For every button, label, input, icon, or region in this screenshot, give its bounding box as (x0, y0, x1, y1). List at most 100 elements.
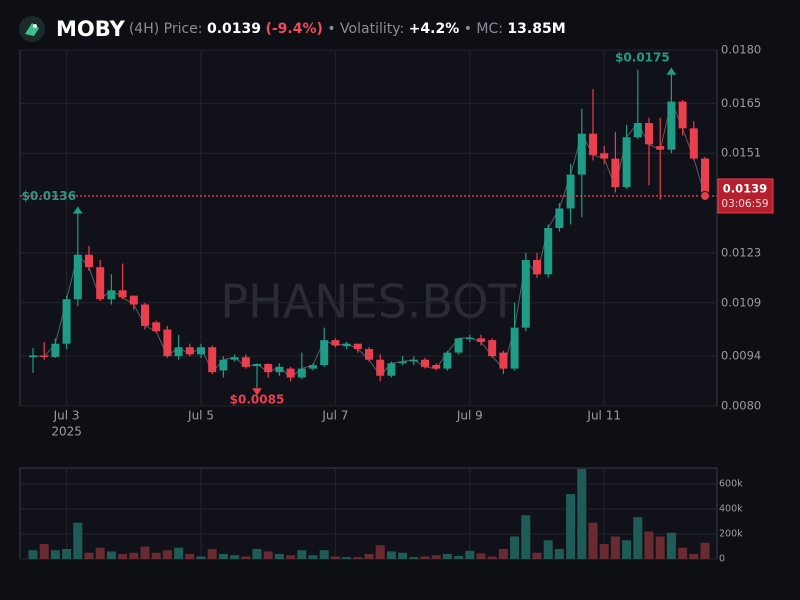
change: (-9.4%) (265, 21, 323, 37)
candle-body (152, 322, 161, 332)
logo (19, 16, 45, 42)
volume-bar (498, 549, 508, 559)
candle-body (521, 260, 530, 328)
candle-body (533, 260, 541, 275)
candle-body (73, 254, 82, 300)
candle-body (454, 338, 463, 353)
candle-body (555, 208, 564, 228)
candle-body (118, 290, 127, 298)
volume-bar (599, 544, 609, 559)
y-tick-label: 0 (719, 554, 725, 565)
symbol: MOBY (56, 17, 125, 41)
candle-body (656, 146, 665, 150)
candle-body (421, 359, 429, 367)
candle-body (678, 101, 687, 129)
volume-bar (218, 554, 228, 559)
last-price-label: 0.0139 (723, 181, 767, 195)
volume-bar (286, 555, 296, 559)
volume-bar (386, 551, 396, 559)
y-tick-label: 0.0151 (721, 146, 761, 160)
candle-body (589, 133, 597, 156)
candle-body (387, 363, 396, 376)
candle-body (40, 355, 49, 357)
volume-bar (633, 517, 643, 559)
volume-bar (62, 549, 72, 559)
volume-bar (431, 555, 441, 559)
candle-body (353, 343, 362, 350)
y-tick-label: 600k (719, 479, 743, 490)
volume-bar (50, 550, 60, 559)
volume-bar (678, 547, 688, 559)
candle-body (365, 349, 373, 360)
volume-bar (73, 522, 83, 559)
volume-bar (476, 553, 486, 559)
x-tick-label: Jul 11 (586, 409, 621, 423)
volume-pane (19, 467, 718, 560)
volume-bar (353, 557, 363, 559)
candle-body (174, 347, 183, 357)
volume-bar (118, 554, 128, 559)
candle-body (163, 329, 172, 357)
candle-body (309, 365, 317, 369)
candle-body (577, 133, 586, 175)
volume-bar (162, 550, 172, 559)
volume-bar (106, 551, 116, 559)
y-tick-label: 0.0180 (721, 43, 761, 57)
volume-bar (230, 555, 240, 559)
header: MOBY (4H) Price: 0.0139 (-9.4%) • Volati… (18, 14, 566, 44)
annotation-arrow (666, 67, 677, 75)
mc: 13.85M (507, 21, 566, 37)
volume-bar (588, 522, 598, 559)
candle-body (320, 340, 329, 366)
candle-body (488, 340, 497, 357)
volume-bar (398, 552, 408, 559)
countdown: 03:06:59 (721, 198, 768, 210)
candle-body (219, 359, 228, 371)
candle-body (701, 158, 709, 196)
x-tick-label: Jul 9 (456, 409, 483, 423)
volume-bar (532, 552, 542, 559)
volume-bar (577, 469, 587, 559)
mc-label: • MC: (463, 21, 503, 37)
candle-body (197, 347, 205, 355)
candle-body (253, 363, 261, 367)
volume-bar (442, 554, 452, 559)
y-tick-label: 0.0165 (721, 96, 761, 110)
volume-bar (252, 549, 262, 559)
candle-body (85, 254, 93, 268)
volume-bar (465, 550, 475, 559)
volume-bar (409, 557, 419, 559)
price-label: Price: (163, 21, 203, 37)
volume-bar (375, 545, 385, 559)
candle-body (667, 101, 676, 150)
candle-body (29, 355, 37, 358)
annotation-label: $0.0175 (615, 50, 670, 64)
volume-bar (28, 550, 38, 559)
volume-bar (554, 549, 564, 559)
candle-body (633, 122, 642, 138)
volume-bar (297, 550, 307, 559)
volume-bar (655, 536, 665, 559)
volume-bar (644, 531, 654, 559)
candle-body (230, 357, 239, 360)
volume-bar (174, 547, 184, 559)
candle-body (62, 299, 71, 344)
candle-body (566, 174, 575, 209)
candle-body (465, 337, 474, 340)
candle-body (51, 343, 60, 357)
annotation-arrow (72, 206, 83, 214)
candle-body (689, 128, 698, 159)
volume-bar (342, 557, 352, 559)
y-tick-label: 0.0094 (721, 349, 761, 363)
candle-body (342, 343, 351, 347)
volume-bar (319, 550, 329, 559)
volume-bar (241, 556, 251, 559)
candle-body (286, 368, 295, 378)
y-tick-label: 0.0123 (721, 245, 761, 259)
price-pane (19, 49, 718, 407)
volume-bar (487, 556, 497, 559)
y-tick-label: 200k (719, 529, 743, 540)
volume-bar (263, 551, 273, 559)
